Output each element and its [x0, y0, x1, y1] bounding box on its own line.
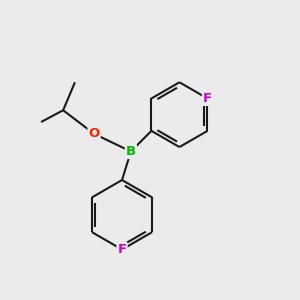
Text: F: F [203, 92, 212, 105]
Text: F: F [118, 243, 127, 256]
Text: B: B [126, 145, 136, 158]
Text: O: O [88, 127, 100, 140]
